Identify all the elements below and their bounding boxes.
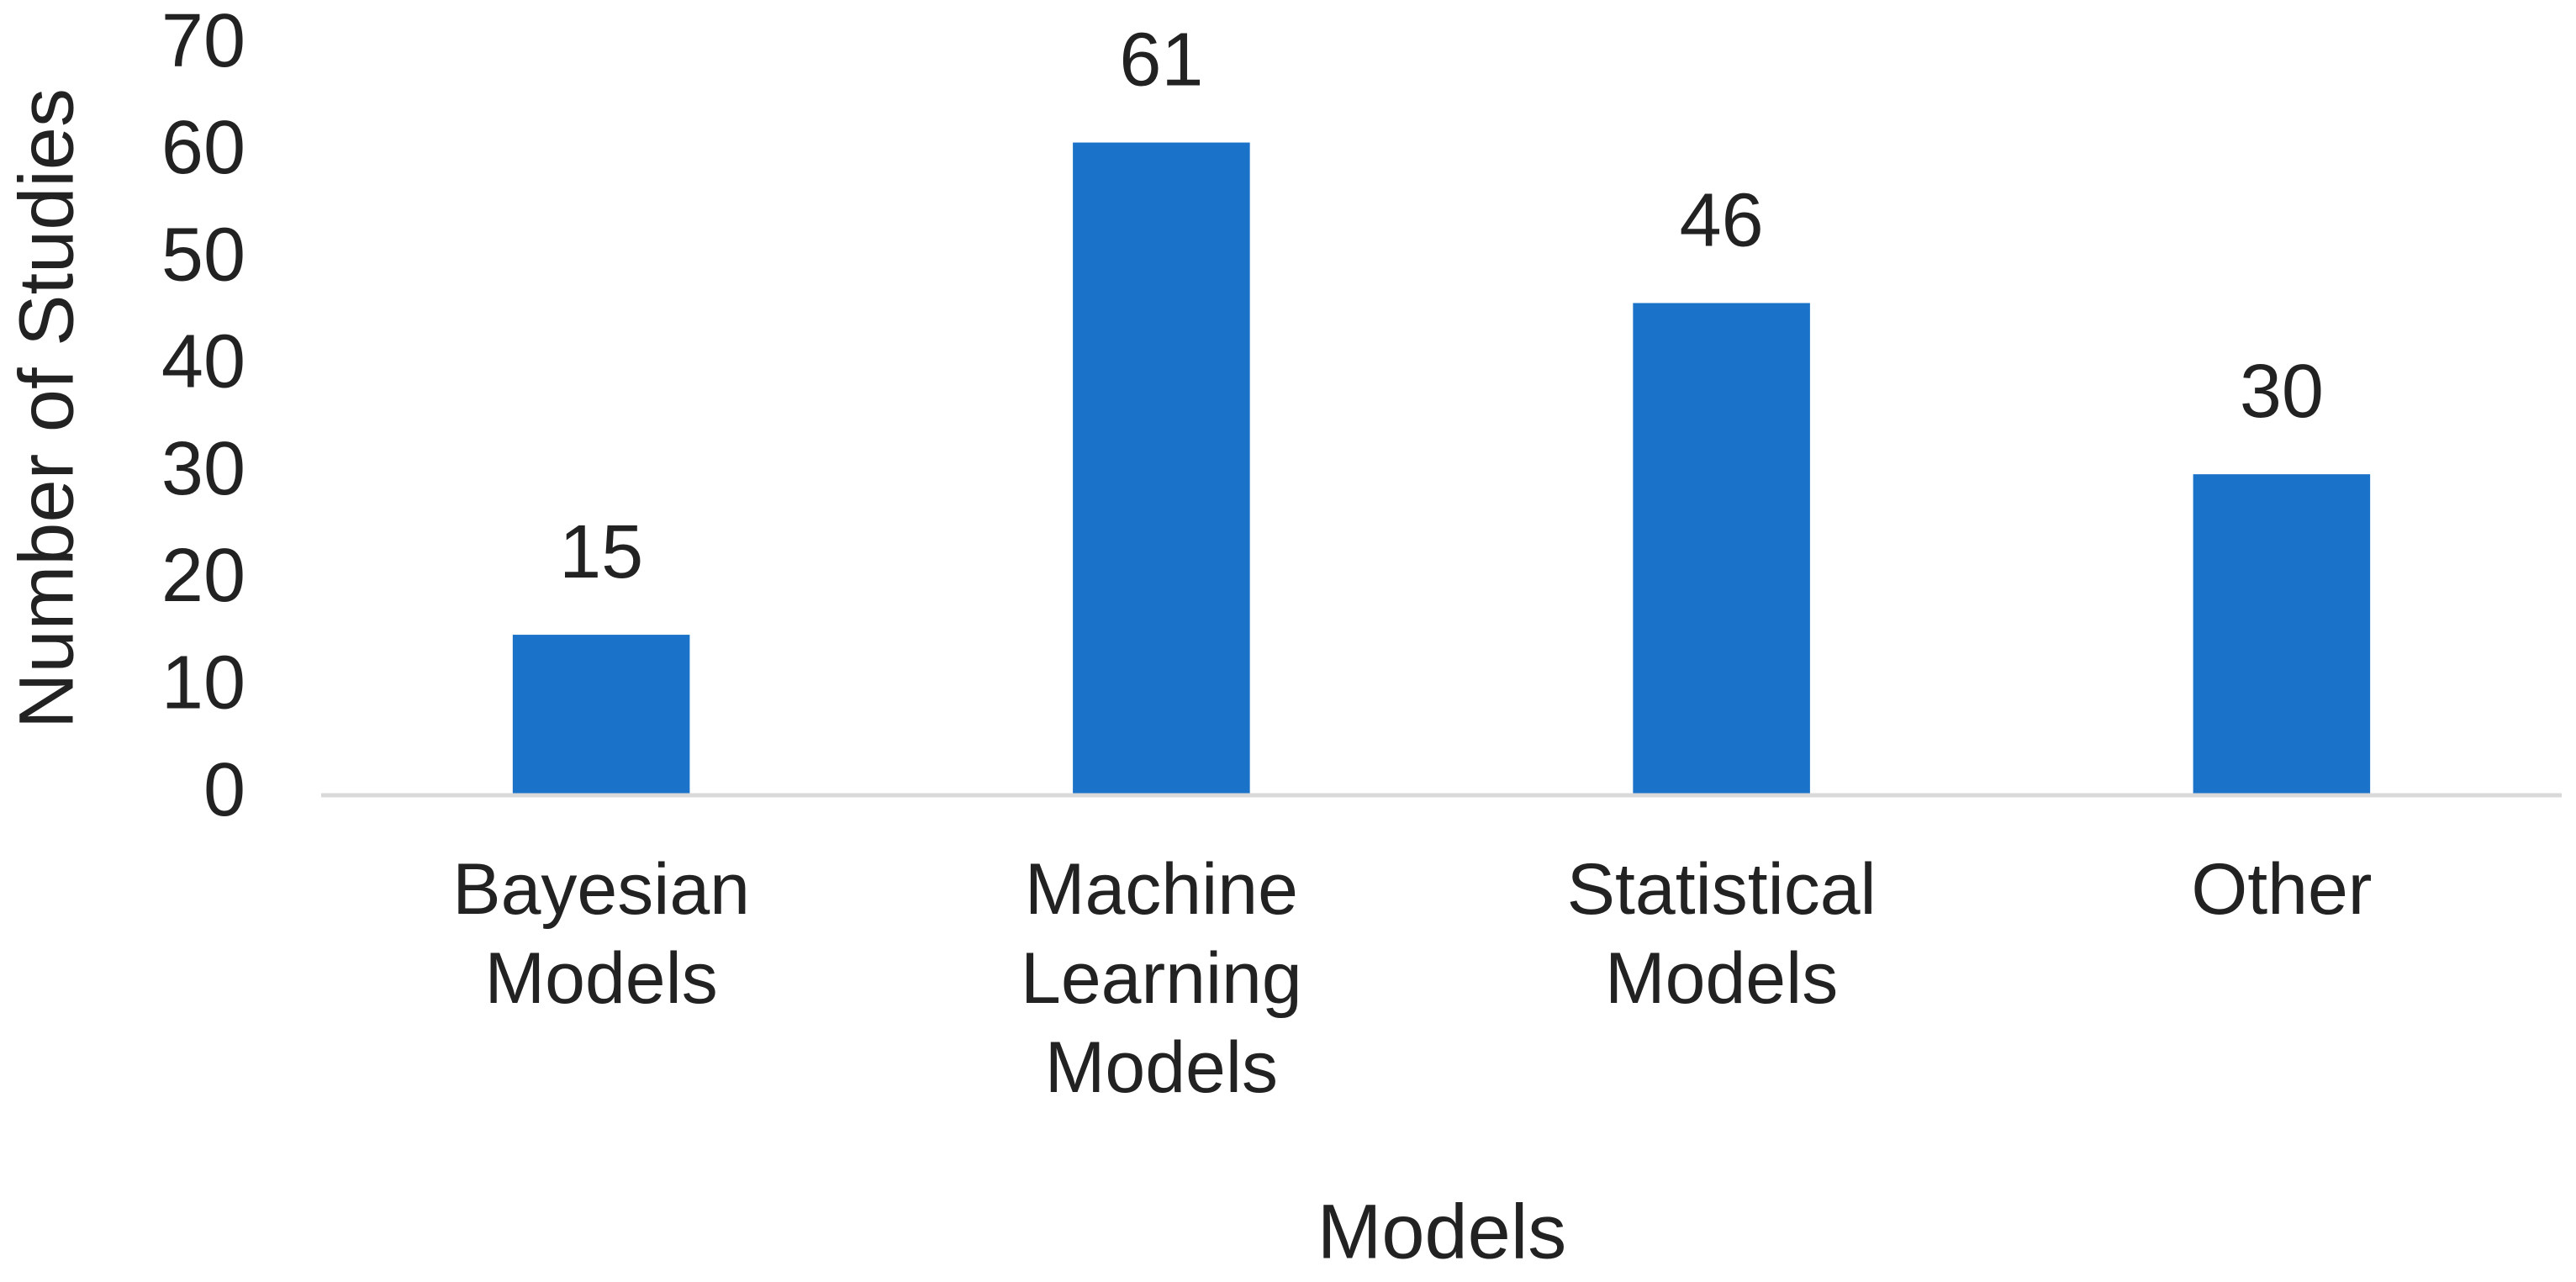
- x-axis-label: Models: [1317, 1189, 1567, 1274]
- y-tick-label: 20: [161, 534, 245, 618]
- y-tick-label: 70: [161, 0, 245, 83]
- y-tick-label: 50: [161, 213, 245, 297]
- data-label: 46: [1680, 178, 1764, 262]
- y-tick-label: 30: [161, 427, 245, 511]
- bar: [512, 635, 690, 795]
- x-tick-label: Other: [2191, 849, 2373, 930]
- y-tick-label: 0: [203, 748, 245, 832]
- data-label: 30: [2240, 350, 2324, 434]
- bar: [1073, 142, 1250, 796]
- data-label: 15: [559, 510, 643, 594]
- y-tick-label: 60: [161, 106, 245, 190]
- data-label: 61: [1119, 18, 1203, 102]
- x-tick-label: Statistical Models: [1566, 849, 1877, 1019]
- y-tick-label: 40: [161, 320, 245, 404]
- bar: [2193, 474, 2371, 795]
- bar: [1633, 303, 1810, 795]
- x-tick-label: Bayesian Models: [452, 849, 751, 1019]
- x-tick-label: Machine Learning Models: [1021, 849, 1302, 1108]
- y-axis-label: Number of Studies: [3, 88, 89, 729]
- y-tick-label: 10: [161, 641, 245, 725]
